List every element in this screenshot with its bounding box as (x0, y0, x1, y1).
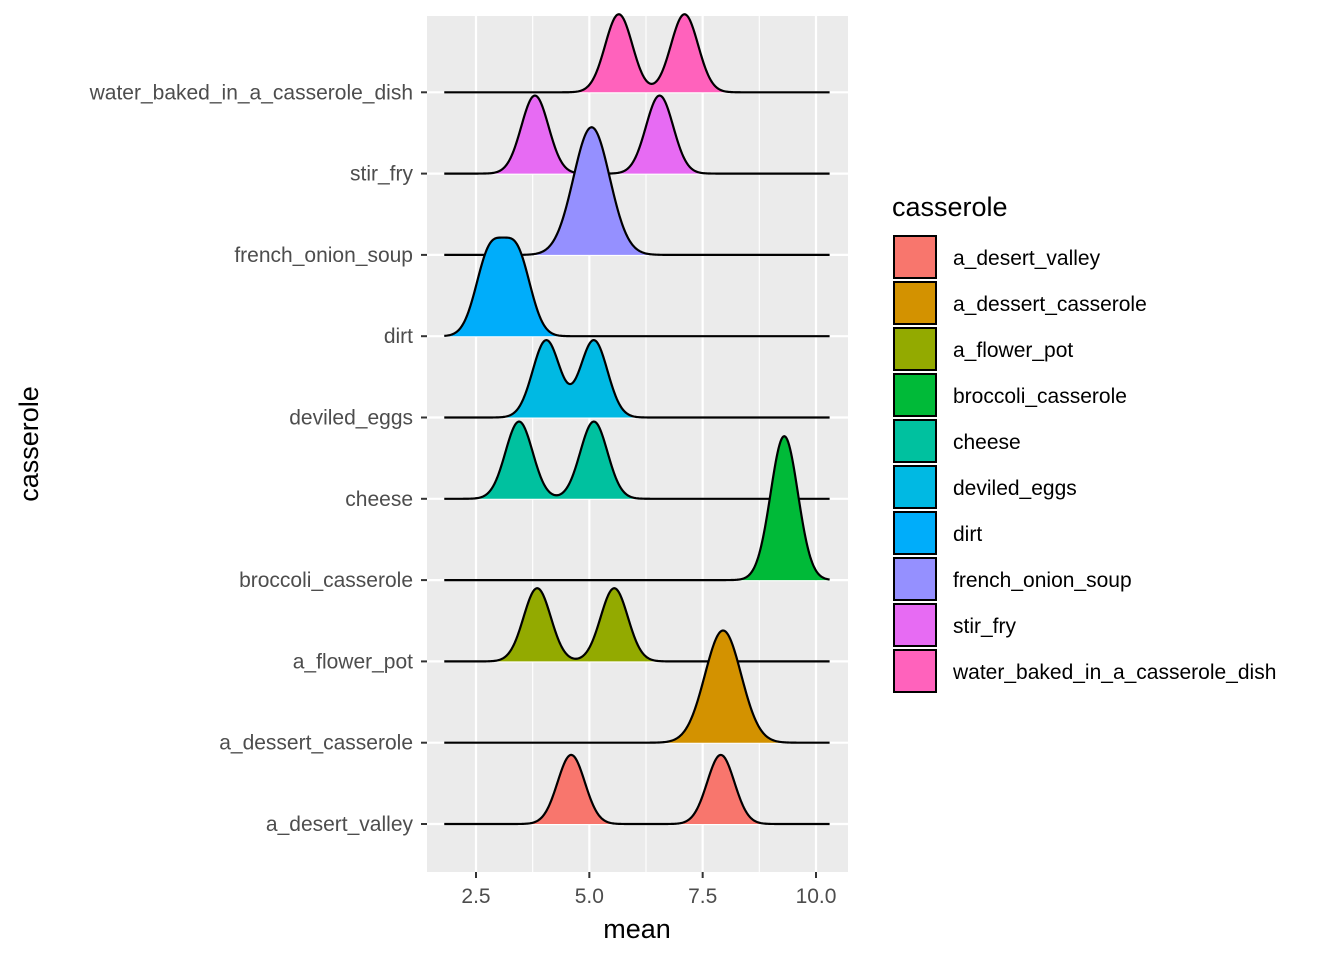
x-tick-label: 2.5 (461, 885, 490, 908)
x-axis: 2.5 5.0 7.5 10.0 (461, 872, 836, 908)
legend-label: a_desert_valley (953, 247, 1101, 270)
ridge-dirt (444, 237, 830, 337)
ridge-outline-a_flower_pot (444, 587, 830, 663)
ridge-water_baked_in_a_casserole_dish (444, 14, 830, 93)
legend-label: french_onion_soup (953, 569, 1132, 592)
density-ridges (444, 13, 830, 826)
ridge-outline-a_desert_valley (444, 753, 830, 826)
legend-key-deviled_eggs (893, 465, 937, 509)
ridge-outline-broccoli_casserole (444, 435, 830, 582)
ridge-stir_fry (444, 95, 830, 174)
legend-label: deviled_eggs (953, 477, 1077, 500)
ridge-outline-deviled_eggs (444, 338, 830, 419)
ridge-a_desert_valley (444, 754, 830, 824)
ridge-outline-a_dessert_casserole (444, 629, 830, 744)
legend: casserole a_desert_valley a_dessert_casse… (892, 192, 1276, 693)
y-tick-label: a_flower_pot (293, 650, 413, 673)
legend-key-a_flower_pot (893, 327, 937, 371)
legend-key-a_dessert_casserole (893, 281, 937, 325)
y-tick-label: stir_fry (350, 163, 414, 186)
x-tick-label: 10.0 (796, 885, 837, 908)
ridge-broccoli_casserole (444, 436, 830, 581)
y-tick-label: dirt (384, 325, 413, 348)
legend-key-broccoli_casserole (893, 373, 937, 417)
legend-key-dirt (893, 511, 937, 555)
y-tick-label: broccoli_casserole (239, 569, 413, 592)
legend-key-water_baked_in_a_casserole_dish (893, 649, 937, 693)
ridge-outline-stir_fry (444, 94, 830, 175)
legend-key-french_onion_soup (893, 557, 937, 601)
legend-title: casserole (892, 192, 1008, 222)
x-axis-title: mean (603, 914, 671, 944)
ridge-deviled_eggs (444, 340, 830, 418)
y-tick-label: a_desert_valley (266, 813, 414, 836)
legend-label: broccoli_casserole (953, 385, 1127, 408)
x-tick-label: 5.0 (575, 885, 604, 908)
ridge-a_dessert_casserole (444, 630, 830, 743)
legend-label: a_flower_pot (953, 339, 1073, 362)
legend-key-stir_fry (893, 603, 937, 647)
legend-label: dirt (953, 523, 982, 546)
y-tick-label: deviled_eggs (289, 407, 413, 430)
legend-label: a_dessert_casserole (953, 293, 1147, 316)
x-tick-label: 7.5 (688, 885, 717, 908)
legend-label: cheese (953, 431, 1021, 454)
legend-label: stir_fry (953, 615, 1017, 638)
ridge-outline-water_baked_in_a_casserole_dish (444, 13, 830, 94)
ridge-outline-dirt (444, 236, 830, 338)
y-axis: a_desert_valley a_dessert_casserole a_flow… (89, 81, 427, 836)
ridge-outline-cheese (444, 420, 830, 500)
legend-key-cheese (893, 419, 937, 463)
y-tick-label: a_dessert_casserole (219, 732, 413, 755)
y-axis-title: casserole (14, 386, 44, 502)
y-tick-label: french_onion_soup (234, 244, 413, 267)
legend-label: water_baked_in_a_casserole_dish (952, 661, 1276, 684)
ridge-a_flower_pot (444, 588, 830, 662)
legend-key-a_desert_valley (893, 235, 937, 279)
y-tick-label: water_baked_in_a_casserole_dish (89, 81, 413, 104)
y-tick-label: cheese (345, 488, 413, 511)
